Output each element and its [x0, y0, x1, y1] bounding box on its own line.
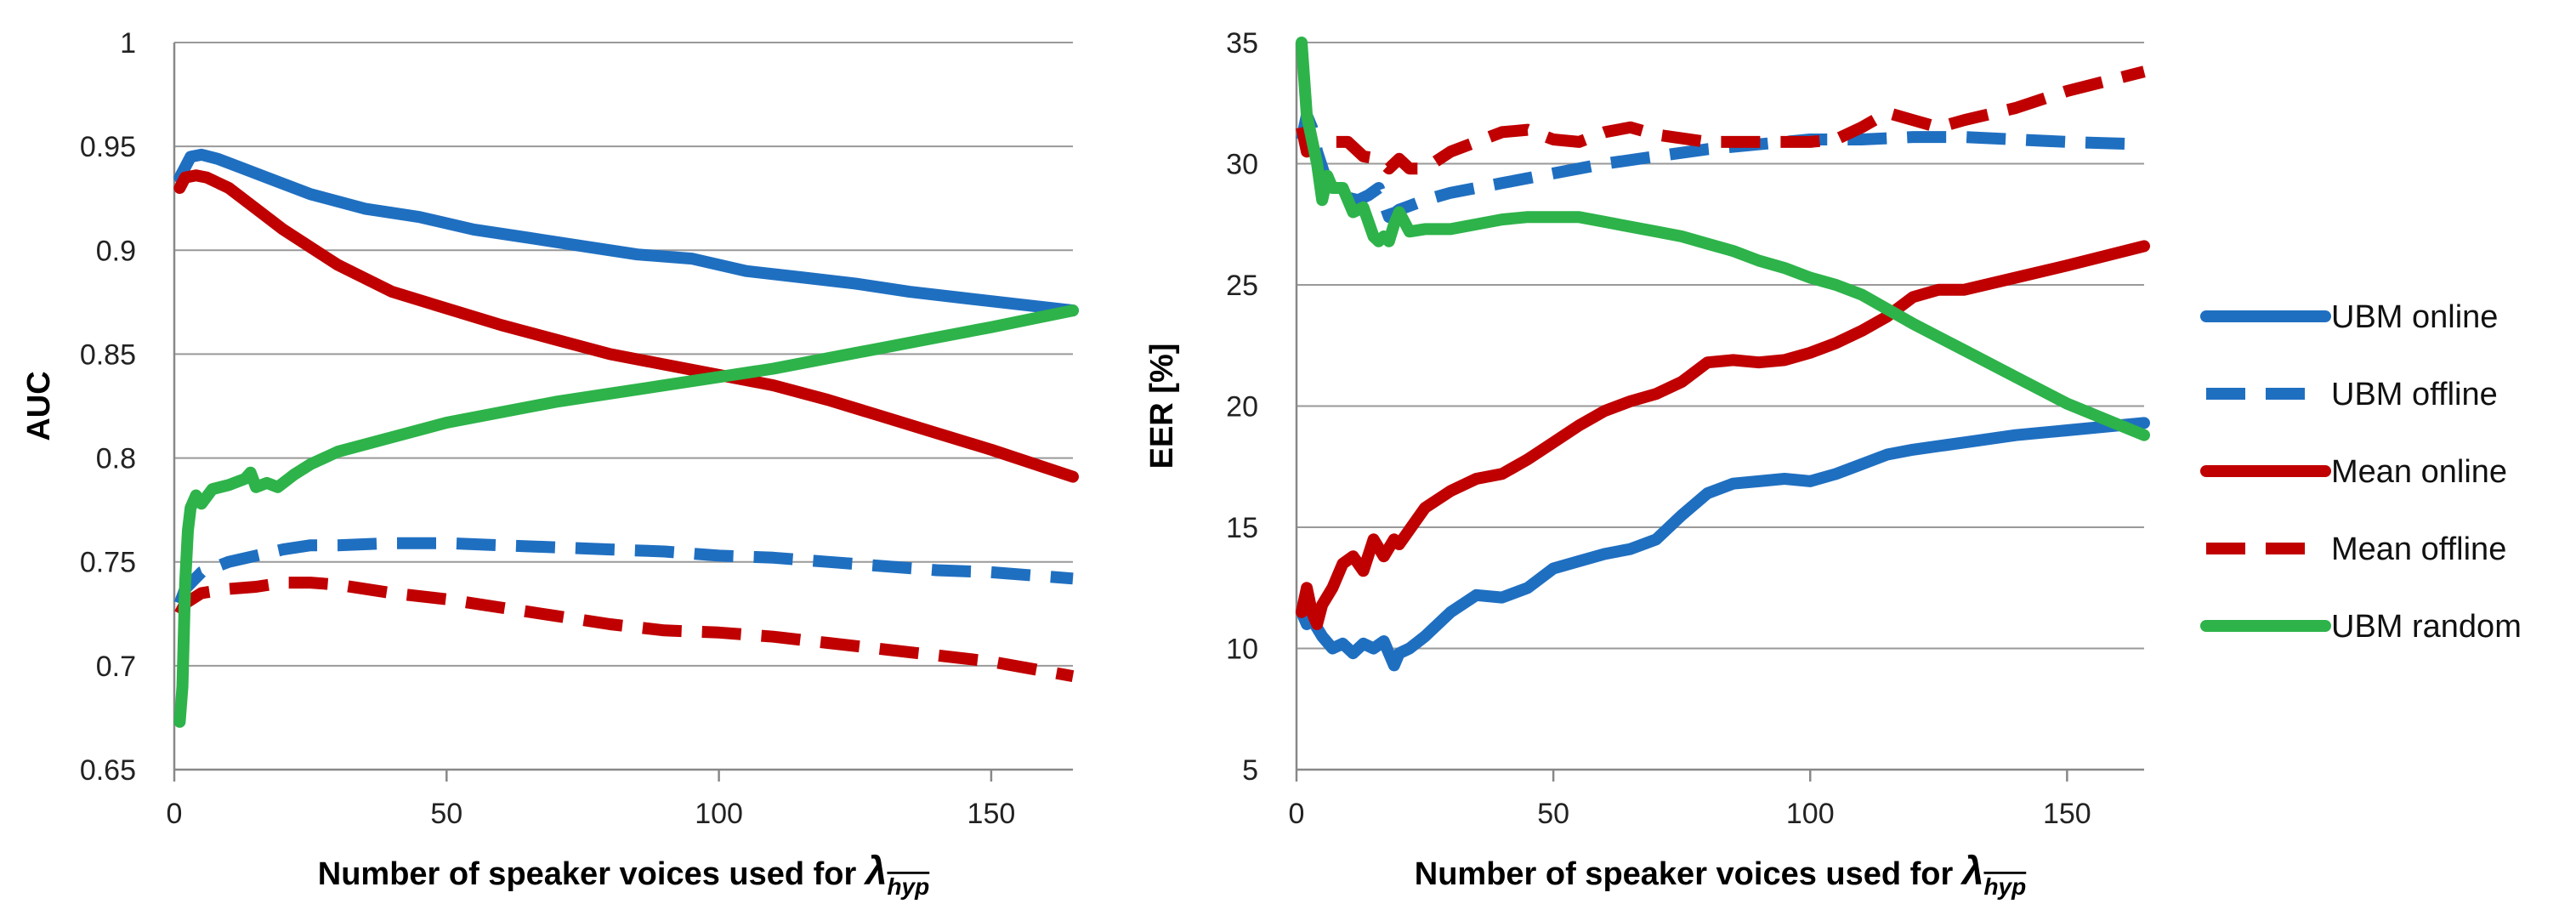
eer-ytick-label: 20	[1226, 391, 1258, 424]
eer-ytick-label: 25	[1226, 270, 1258, 302]
eer-series-ubm-random	[1296, 37, 2150, 441]
auc-series-ubm-random	[173, 304, 1079, 728]
eer-ytick-label: 10	[1226, 634, 1258, 666]
auc-ytick-label: 0.9	[96, 235, 136, 267]
legend-label-ubm-random: UBM random	[2331, 609, 2522, 645]
auc-x-axis-label: Number of speaker voices used for λhyp	[318, 849, 929, 900]
legend-label-mean-online: Mean online	[2331, 454, 2507, 490]
auc-ytick-label: 1	[120, 27, 136, 60]
eer-xtick-label: 150	[2043, 798, 2091, 830]
eer-xtick-label: 100	[1786, 798, 1835, 830]
eer-ytick-label: 15	[1226, 512, 1258, 544]
auc-series-mean-online	[173, 169, 1079, 483]
legend-label-ubm-offline: UBM offline	[2331, 377, 2498, 412]
auc-series-ubm-online	[173, 148, 1079, 317]
auc-y-axis-label: AUC	[21, 371, 57, 441]
eer-chart: 5 10 15 20 25 30 35 0 50 100 150 EER [%] Number of s…	[1144, 27, 2150, 900]
auc-xtick-label: 50	[430, 798, 462, 830]
auc-ytick-label: 0.95	[80, 131, 136, 163]
eer-ytick-label: 5	[1242, 754, 1258, 787]
legend-label-ubm-online: UBM online	[2331, 299, 2498, 335]
eer-y-axis-label: EER [%]	[1144, 344, 1180, 469]
eer-series-mean-offline	[1296, 65, 2146, 175]
auc-ytick-label: 0.85	[80, 338, 136, 371]
auc-ytick-label: 0.65	[80, 754, 136, 787]
eer-ytick-label: 35	[1226, 27, 1258, 60]
eer-ytick-label: 30	[1226, 149, 1258, 181]
legend-label-mean-offline: Mean offline	[2331, 532, 2506, 567]
auc-xtick-label: 0	[167, 798, 183, 830]
eer-xtick-label: 0	[1289, 798, 1305, 830]
eer-series-mean-online	[1296, 240, 2150, 630]
auc-xtick-label: 100	[695, 798, 743, 830]
eer-series-ubm-offline	[1296, 109, 2145, 224]
eer-x-axis-label: Number of speaker voices used for λhyp	[1415, 849, 2026, 900]
auc-series-ubm-offline	[173, 537, 1074, 606]
eer-series-ubm-online	[1296, 417, 2150, 672]
auc-ytick-label: 0.7	[96, 651, 136, 683]
auc-chart: 0.65 0.7 0.75 0.8 0.85 0.9 0.95 1 0 50 100 150 AUC Nu…	[21, 27, 1079, 900]
auc-series-mean-offline	[174, 577, 1075, 682]
auc-ytick-label: 0.8	[96, 443, 136, 475]
eer-xtick-label: 50	[1537, 798, 1569, 830]
auc-xtick-label: 150	[967, 798, 1016, 830]
legend: UBM online UBM offline Mean online Mean off…	[2200, 299, 2522, 645]
auc-ytick-label: 0.75	[80, 547, 136, 579]
